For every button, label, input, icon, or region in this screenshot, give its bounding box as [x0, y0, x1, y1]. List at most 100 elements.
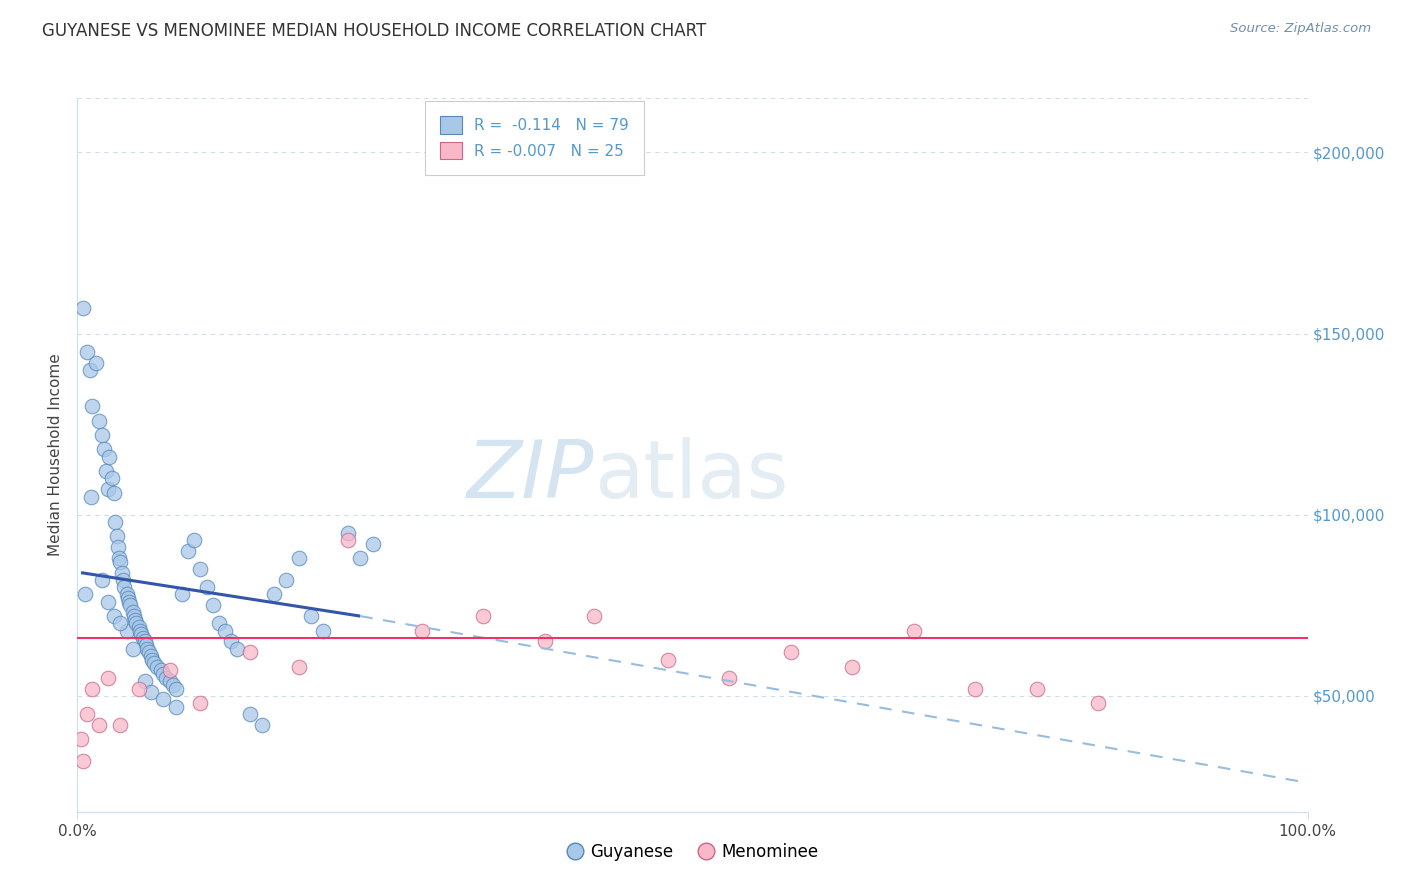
- Point: [411, 624, 433, 638]
- Point: [1026, 681, 1049, 696]
- Point: [101, 471, 124, 485]
- Point: [337, 533, 360, 547]
- Point: [89, 718, 111, 732]
- Point: [129, 624, 152, 638]
- Point: [120, 599, 142, 613]
- Point: [121, 606, 143, 620]
- Point: [131, 627, 153, 641]
- Point: [79, 363, 101, 377]
- Point: [76, 344, 98, 359]
- Point: [115, 587, 138, 601]
- Point: [111, 566, 134, 580]
- Text: Source: ZipAtlas.com: Source: ZipAtlas.com: [1230, 22, 1371, 36]
- Point: [152, 667, 174, 681]
- Point: [159, 664, 181, 678]
- Point: [903, 624, 925, 638]
- Text: ZIP: ZIP: [467, 437, 595, 516]
- Point: [110, 616, 132, 631]
- Point: [121, 641, 143, 656]
- Point: [152, 692, 174, 706]
- Point: [472, 609, 495, 624]
- Point: [239, 706, 262, 721]
- Point: [965, 681, 987, 696]
- Point: [104, 515, 127, 529]
- Point: [155, 671, 177, 685]
- Point: [141, 648, 163, 663]
- Point: [141, 652, 163, 666]
- Point: [124, 613, 146, 627]
- Point: [337, 525, 360, 540]
- Point: [82, 399, 104, 413]
- Point: [219, 634, 242, 648]
- Point: [177, 544, 200, 558]
- Point: [150, 664, 173, 678]
- Point: [135, 638, 157, 652]
- Point: [201, 599, 224, 613]
- Point: [349, 551, 371, 566]
- Point: [93, 442, 115, 457]
- Point: [170, 587, 193, 601]
- Point: [534, 634, 557, 648]
- Point: [134, 674, 156, 689]
- Point: [146, 660, 169, 674]
- Point: [841, 660, 863, 674]
- Point: [73, 587, 96, 601]
- Text: atlas: atlas: [595, 437, 789, 516]
- Point: [115, 624, 138, 638]
- Point: [288, 660, 311, 674]
- Point: [583, 609, 606, 624]
- Point: [105, 529, 128, 543]
- Point: [72, 754, 94, 768]
- Point: [111, 573, 134, 587]
- Point: [128, 620, 150, 634]
- Point: [90, 573, 114, 587]
- Point: [250, 718, 273, 732]
- Point: [214, 624, 236, 638]
- Point: [80, 490, 103, 504]
- Point: [97, 483, 120, 497]
- Point: [657, 652, 679, 666]
- Point: [136, 641, 159, 656]
- Point: [288, 551, 311, 566]
- Point: [263, 587, 285, 601]
- Point: [276, 573, 298, 587]
- Point: [208, 616, 231, 631]
- Point: [142, 657, 165, 671]
- Point: [299, 609, 322, 624]
- Point: [89, 413, 111, 427]
- Legend: Guyanese, Menominee: Guyanese, Menominee: [560, 837, 825, 868]
- Point: [72, 301, 94, 316]
- Point: [107, 541, 129, 555]
- Point: [190, 562, 212, 576]
- Point: [312, 624, 335, 638]
- Point: [131, 631, 153, 645]
- Point: [718, 671, 741, 685]
- Point: [103, 486, 125, 500]
- Point: [361, 536, 384, 550]
- Point: [117, 591, 139, 605]
- Y-axis label: Median Household Income: Median Household Income: [48, 353, 63, 557]
- Point: [183, 533, 205, 547]
- Point: [112, 580, 135, 594]
- Point: [162, 678, 184, 692]
- Point: [90, 428, 114, 442]
- Point: [94, 464, 117, 478]
- Point: [82, 681, 104, 696]
- Point: [190, 696, 212, 710]
- Point: [195, 580, 218, 594]
- Point: [110, 718, 132, 732]
- Point: [141, 685, 163, 699]
- Point: [122, 609, 145, 624]
- Text: GUYANESE VS MENOMINEE MEDIAN HOUSEHOLD INCOME CORRELATION CHART: GUYANESE VS MENOMINEE MEDIAN HOUSEHOLD I…: [42, 22, 706, 40]
- Point: [134, 634, 156, 648]
- Point: [70, 732, 93, 747]
- Point: [108, 551, 131, 566]
- Point: [84, 355, 107, 369]
- Point: [1087, 696, 1109, 710]
- Point: [97, 594, 120, 608]
- Point: [103, 609, 125, 624]
- Point: [110, 555, 132, 569]
- Point: [165, 699, 187, 714]
- Point: [138, 645, 160, 659]
- Point: [226, 641, 249, 656]
